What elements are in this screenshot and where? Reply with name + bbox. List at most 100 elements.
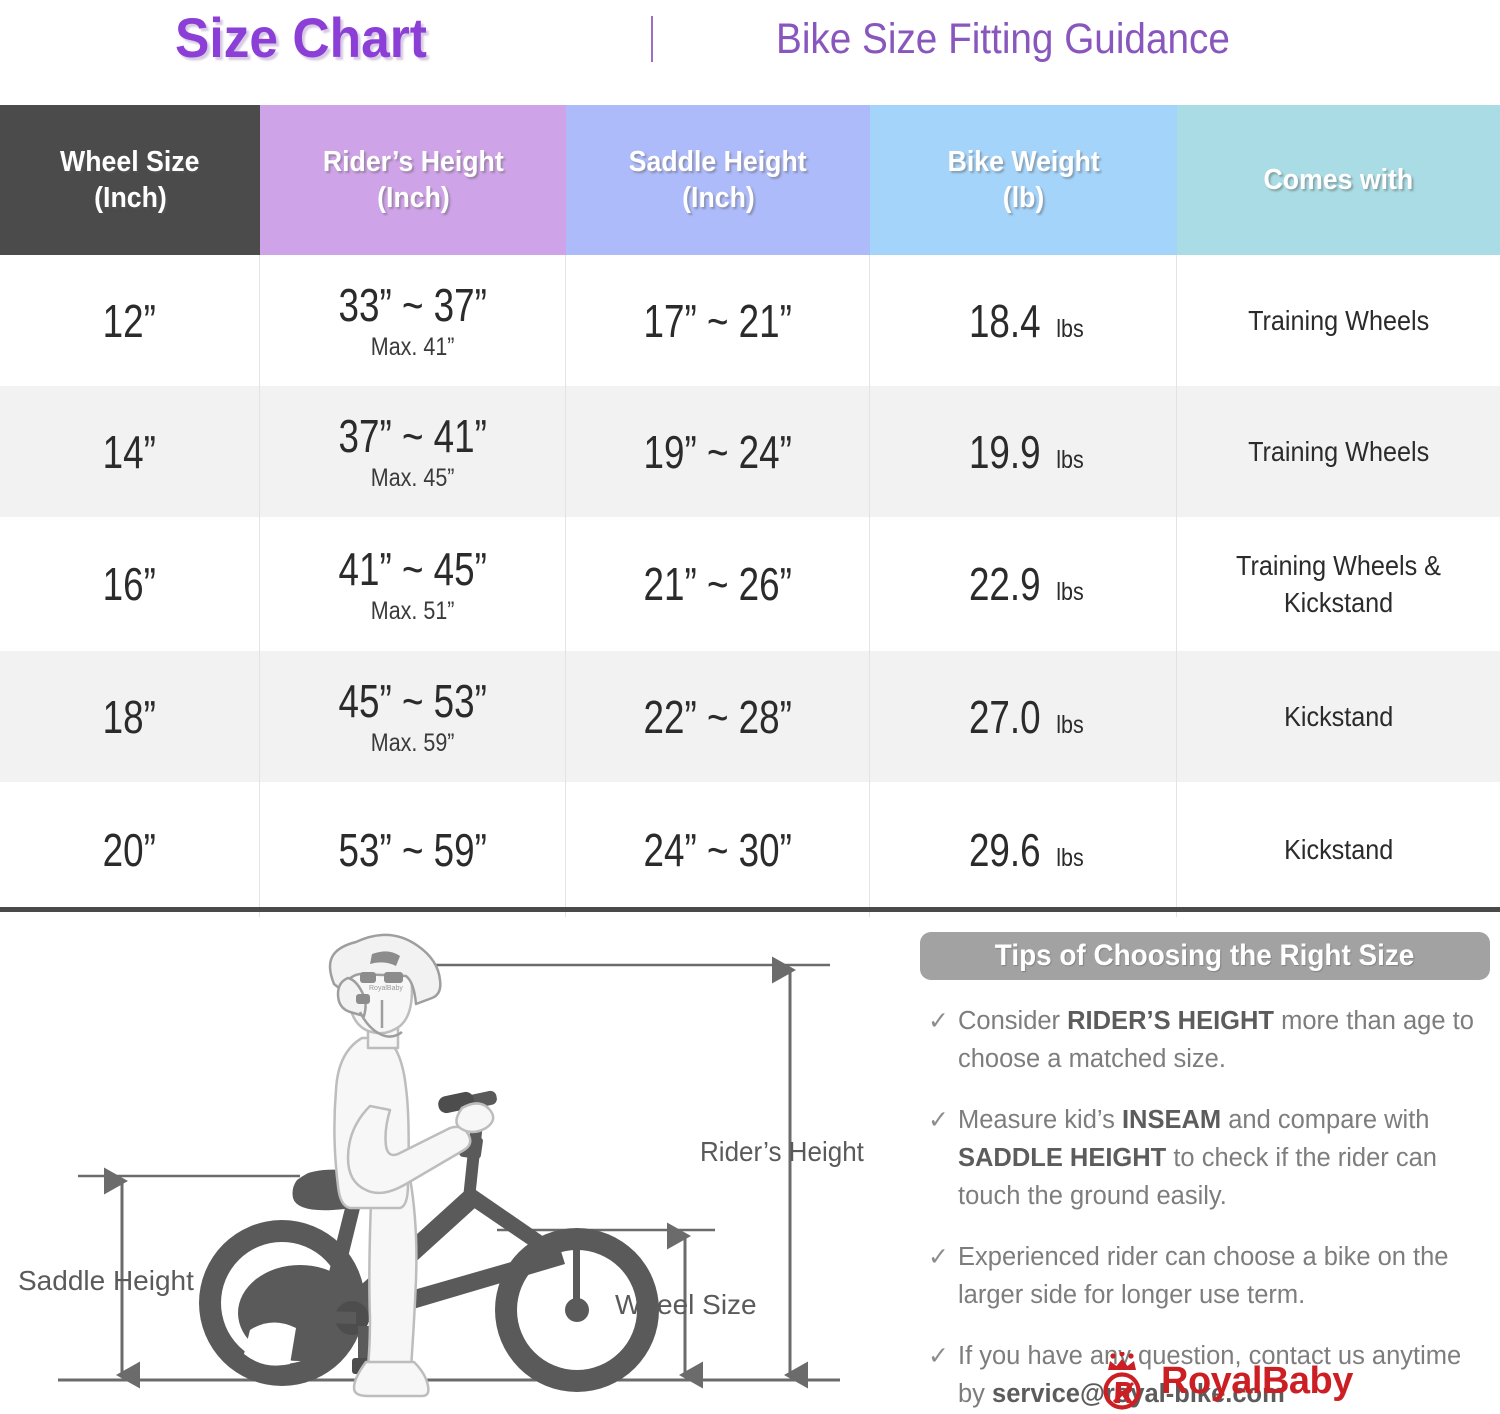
column-header-line1: Bike Weight (947, 146, 1100, 178)
column-header-line2: (Inch) (93, 182, 167, 214)
bike-weight-value: 27.0 (969, 690, 1041, 743)
tip-item: ✓ Consider RIDER’S HEIGHT more than age … (920, 1002, 1490, 1078)
comes-with-value: Training Wheels (1247, 305, 1430, 336)
cell-wheel-size: 18” (0, 651, 260, 782)
cell-saddle-height: 22” ~ 28” (566, 651, 870, 782)
wheel-size-value: 12” (102, 294, 157, 347)
riders-height-max: Max. 51” (370, 596, 455, 625)
cell-comes-with: Kickstand (1177, 782, 1500, 917)
cell-comes-with: Kickstand (1177, 651, 1500, 782)
cell-saddle-height: 24” ~ 30” (566, 782, 870, 917)
cell-saddle-height: 17” ~ 21” (566, 255, 870, 386)
column-header-comes-with: Comes with (1177, 105, 1500, 255)
bottom-section: RoyalBaby Rider’s Height Saddle Height W… (0, 918, 1500, 1414)
cell-wheel-size: 14” (0, 386, 260, 517)
check-icon: ✓ (928, 1106, 949, 1134)
cell-comes-with: Training Wheels (1177, 386, 1500, 517)
riders-height-value: 37” ~ 41” (338, 410, 487, 462)
check-icon: ✓ (928, 1007, 949, 1035)
table-row: 14” 37” ~ 41” Max. 45” 19” ~ 24” 19.9 lb… (0, 386, 1500, 517)
riders-height-max: Max. 41” (370, 333, 455, 361)
royalbaby-crown-r-icon (1103, 1352, 1141, 1410)
cell-wheel-size: 16” (0, 517, 260, 651)
riders-height-value: 41” ~ 45” (338, 542, 487, 595)
size-table: Wheel Size (Inch) Rider’s Height (Inch) … (0, 105, 1500, 917)
saddle-height-value: 21” ~ 26” (643, 558, 792, 610)
bike-weight-value: 18.4 (969, 294, 1041, 347)
cell-comes-with: Training Wheels & Kickstand (1177, 517, 1500, 651)
title-divider (651, 16, 653, 62)
cell-saddle-height: 21” ~ 26” (566, 517, 870, 651)
bicycle-illustration (199, 1090, 659, 1392)
wheel-size-value: 16” (102, 558, 157, 610)
helmet-brand-text: RoyalBaby (369, 985, 403, 992)
tip-item: ✓ Experienced rider can choose a bike on… (920, 1238, 1490, 1314)
column-header-line2: (lb) (1002, 182, 1045, 214)
helmet-vents (356, 951, 403, 1004)
saddle-height-value: 24” ~ 30” (643, 823, 792, 876)
column-header-line1: Wheel Size (60, 146, 200, 178)
tip-item: ✓ Measure kid’s INSEAM and compare with … (920, 1101, 1490, 1215)
table-row: 18” 45” ~ 53” Max. 59” 22” ~ 28” 27.0 lb… (0, 651, 1500, 782)
wheel-size-label: Wheel Size (615, 1289, 757, 1320)
column-header-wheel-size: Wheel Size (Inch) (0, 105, 260, 255)
column-header-line2: (Inch) (376, 182, 450, 214)
column-header-line1: Saddle Height (629, 146, 807, 178)
tips-header-label: Tips of Choosing the Right Size (995, 939, 1415, 972)
wheel-size-value: 14” (102, 425, 157, 478)
column-header-line1: Rider’s Height (322, 146, 504, 178)
saddle-height-value: 19” ~ 24” (643, 425, 792, 478)
comes-with-value: Training Wheels & Kickstand (1236, 550, 1441, 618)
riders-height-value: 53” ~ 59” (338, 823, 487, 876)
column-header-line1: Comes with (1263, 164, 1414, 196)
bike-weight-value: 22.9 (969, 558, 1041, 610)
cell-riders-height: 41” ~ 45” Max. 51” (260, 517, 566, 651)
comes-with-value: Training Wheels (1247, 436, 1430, 467)
cell-bike-weight: 19.9 lbs (870, 386, 1177, 517)
bike-weight-value: 19.9 (969, 425, 1041, 478)
table-bottom-rule (0, 907, 1500, 912)
page-title: Size Chart (175, 6, 427, 69)
cell-comes-with: Training Wheels (1177, 255, 1500, 386)
comes-with-value: Kickstand (1283, 701, 1394, 732)
cell-bike-weight: 18.4 lbs (870, 255, 1177, 386)
riders-height-max: Max. 59” (370, 729, 455, 757)
riders-height-value: 33” ~ 37” (338, 279, 487, 331)
cell-riders-height: 33” ~ 37” Max. 41” (260, 255, 566, 386)
bike-weight-unit: lbs (1056, 843, 1084, 872)
comes-with-value: Kickstand (1283, 834, 1394, 865)
bike-weight-unit: lbs (1056, 314, 1084, 343)
tip-text: Consider RIDER’S HEIGHT more than age to… (958, 1007, 1474, 1073)
cell-bike-weight: 29.6 lbs (870, 782, 1177, 917)
tips-panel: Tips of Choosing the Right Size ✓ Consid… (920, 932, 1490, 1414)
riders-height-value: 45” ~ 53” (338, 675, 487, 727)
wheel-size-value: 20” (102, 823, 157, 876)
cell-bike-weight: 27.0 lbs (870, 651, 1177, 782)
saddle-height-value: 22” ~ 28” (643, 690, 792, 743)
column-header-line2: (Inch) (681, 182, 755, 214)
tip-text: Experienced rider can choose a bike on t… (958, 1243, 1449, 1309)
check-icon: ✓ (928, 1243, 949, 1271)
page-subtitle: Bike Size Fitting Guidance (776, 15, 1230, 63)
helmet-strap (358, 1000, 403, 1038)
table-row: 16” 41” ~ 45” Max. 51” 21” ~ 26” 22.9 lb… (0, 517, 1500, 651)
bike-weight-unit: lbs (1056, 578, 1084, 606)
royalbaby-logo: RoyalBaby (1093, 1352, 1353, 1410)
riders-height-label: Rider’s Height (700, 1136, 864, 1167)
saddle-height-label: Saddle Height (18, 1265, 194, 1296)
check-icon: ✓ (928, 1342, 949, 1370)
royalbaby-logo-text: RoyalBaby (1161, 1360, 1353, 1402)
cell-riders-height: 45” ~ 53” Max. 59” (260, 651, 566, 782)
cell-wheel-size: 12” (0, 255, 260, 386)
column-header-riders-height: Rider’s Height (Inch) (260, 105, 566, 255)
table-header-row: Wheel Size (Inch) Rider’s Height (Inch) … (0, 105, 1500, 255)
column-header-bike-weight: Bike Weight (lb) (870, 105, 1177, 255)
title-bar: Size Chart Bike Size Fitting Guidance (0, 0, 1500, 105)
cell-riders-height: 37” ~ 41” Max. 45” (260, 386, 566, 517)
table-row: 20” 53” ~ 59” 24” ~ 30” 29.6 lbs Kicksta… (0, 782, 1500, 917)
column-header-saddle-height: Saddle Height (Inch) (566, 105, 870, 255)
wheel-size-value: 18” (102, 690, 157, 743)
tips-header: Tips of Choosing the Right Size (920, 932, 1490, 980)
bike-weight-unit: lbs (1056, 710, 1084, 739)
